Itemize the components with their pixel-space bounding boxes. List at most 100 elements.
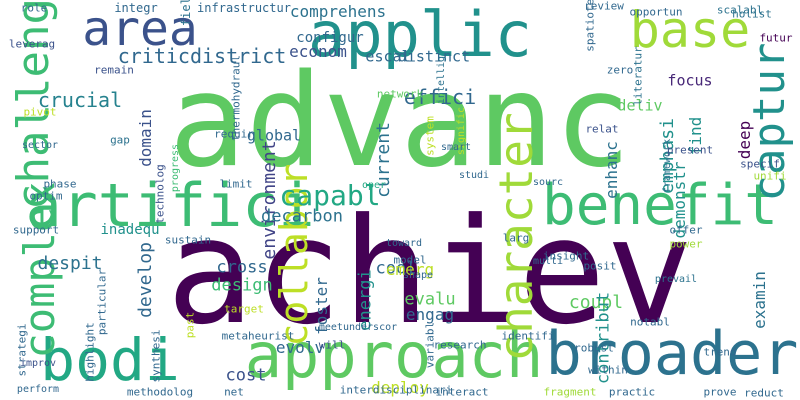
- word-area: area: [82, 1, 198, 57]
- word-remain: remain: [94, 63, 134, 77]
- word-applic: applic: [308, 0, 532, 71]
- word-smart: smart: [440, 142, 472, 153]
- word-domain: domain: [136, 109, 155, 167]
- word-present: present: [666, 143, 714, 157]
- word-infrastructur: infrastructur: [197, 1, 291, 15]
- word-fragment: fragment: [543, 385, 597, 399]
- word-examin: examin: [750, 271, 769, 329]
- word-pivot: pivot: [23, 105, 57, 119]
- word-prevail: prevail: [654, 274, 698, 285]
- word-shape: shape: [402, 270, 434, 281]
- word-interdisciplinari: interdisciplinari: [339, 383, 453, 397]
- word-focus: focus: [667, 71, 713, 90]
- word-artifici: artifici: [25, 171, 315, 241]
- word-configur: configur: [296, 30, 364, 46]
- word-support: support: [12, 223, 60, 237]
- word-environment: environment: [259, 140, 280, 260]
- word-role: role: [20, 1, 48, 15]
- word-holist: holist: [732, 7, 772, 21]
- word-power: power: [669, 237, 703, 251]
- word-crucial: crucial: [37, 88, 123, 112]
- word-deep: deep: [735, 120, 754, 160]
- word-escal: escal: [365, 47, 411, 66]
- word-within: within: [588, 363, 628, 377]
- word-review: review: [584, 0, 624, 13]
- word-despit: despit: [37, 253, 103, 274]
- word-trend: trend: [703, 345, 737, 359]
- word-engag: engag: [405, 305, 455, 324]
- word-comprehens: comprehens: [289, 2, 387, 21]
- word-relat: relat: [585, 122, 619, 136]
- word-insight: insight: [542, 249, 590, 263]
- word-highlight: highlight: [83, 322, 97, 382]
- word-posit: posit: [583, 259, 617, 273]
- word-past: past: [183, 311, 197, 339]
- word-progress: progress: [170, 143, 181, 193]
- word-sector: sector: [21, 140, 59, 151]
- word-studi: studi: [458, 170, 490, 181]
- word-broader: broader: [545, 319, 799, 389]
- word-meetunderscor: meetunderscor: [318, 322, 398, 333]
- word-benefit: benefit: [541, 173, 779, 238]
- word-intellig: intellig: [436, 55, 447, 105]
- word-net: net: [224, 385, 244, 399]
- word-effici: effici: [403, 85, 477, 109]
- word-global: global: [246, 126, 302, 145]
- word-optim: optim: [29, 189, 63, 203]
- word-network: network: [376, 87, 424, 101]
- word-robust: robust: [574, 341, 614, 355]
- word-opportun: opportun: [629, 5, 683, 19]
- word-toward: toward: [385, 238, 423, 249]
- word-evolv: evolv: [275, 338, 325, 357]
- word-cool: cool: [375, 258, 417, 279]
- word-distinct: distinct: [397, 47, 471, 66]
- word-advanc: advanc: [168, 47, 632, 196]
- word-deploy: deploy: [371, 378, 429, 397]
- word-perform: perform: [16, 384, 60, 395]
- word-bodi: bodi: [40, 326, 180, 394]
- word-technolog: technolog: [153, 164, 167, 224]
- word-specif: specif: [740, 157, 780, 171]
- word-design: design: [211, 275, 273, 296]
- word-offer: offer: [669, 223, 703, 237]
- word-criticdistrict: criticdistrict: [117, 44, 287, 68]
- word-achiev: achiev: [166, 187, 694, 357]
- word-prove: prove: [703, 385, 737, 399]
- word-sustain: sustain: [164, 233, 212, 247]
- word-econom: econom: [289, 42, 347, 61]
- word-approach: approach: [244, 319, 544, 392]
- word-unifi: unifi: [753, 169, 787, 183]
- word-multi: multi: [532, 256, 564, 267]
- word-system: system: [423, 116, 437, 156]
- word-research: research: [433, 338, 487, 352]
- word-emerg: emerg: [385, 260, 435, 279]
- word-base: base: [629, 1, 751, 59]
- word-leverag: leverag: [8, 37, 56, 51]
- word-literatur: literatur: [631, 46, 645, 106]
- word-synthesi: synthesi: [149, 329, 163, 383]
- word-field: field: [179, 0, 193, 27]
- word-capabl: capabl: [279, 179, 381, 212]
- word-improv: improv: [19, 358, 57, 369]
- word-identifi: identifi: [501, 329, 555, 343]
- word-develop: develop: [135, 242, 156, 318]
- word-evalu: evalu: [404, 289, 456, 310]
- word-futur: futur: [759, 31, 793, 45]
- word-inadequ: inadequ: [100, 222, 160, 238]
- word-reduct: reduct: [744, 386, 784, 400]
- word-scalabl: scalabl: [716, 3, 764, 17]
- word-oper: oper: [361, 180, 387, 191]
- word-zero: zero: [606, 63, 634, 77]
- word-target: target: [224, 302, 264, 316]
- word-model: model: [393, 253, 427, 267]
- word-interact: interact: [435, 385, 489, 399]
- word-phase: phase: [43, 177, 77, 191]
- word-cross: cross: [216, 257, 268, 278]
- word-notabl: notabl: [630, 315, 670, 329]
- word-particular: particular: [95, 268, 109, 336]
- word-metaheurist: metaheurist: [221, 329, 295, 343]
- word-enhanc: enhanc: [602, 141, 621, 199]
- word-will: will: [318, 338, 346, 352]
- word-integr: integr: [114, 1, 158, 15]
